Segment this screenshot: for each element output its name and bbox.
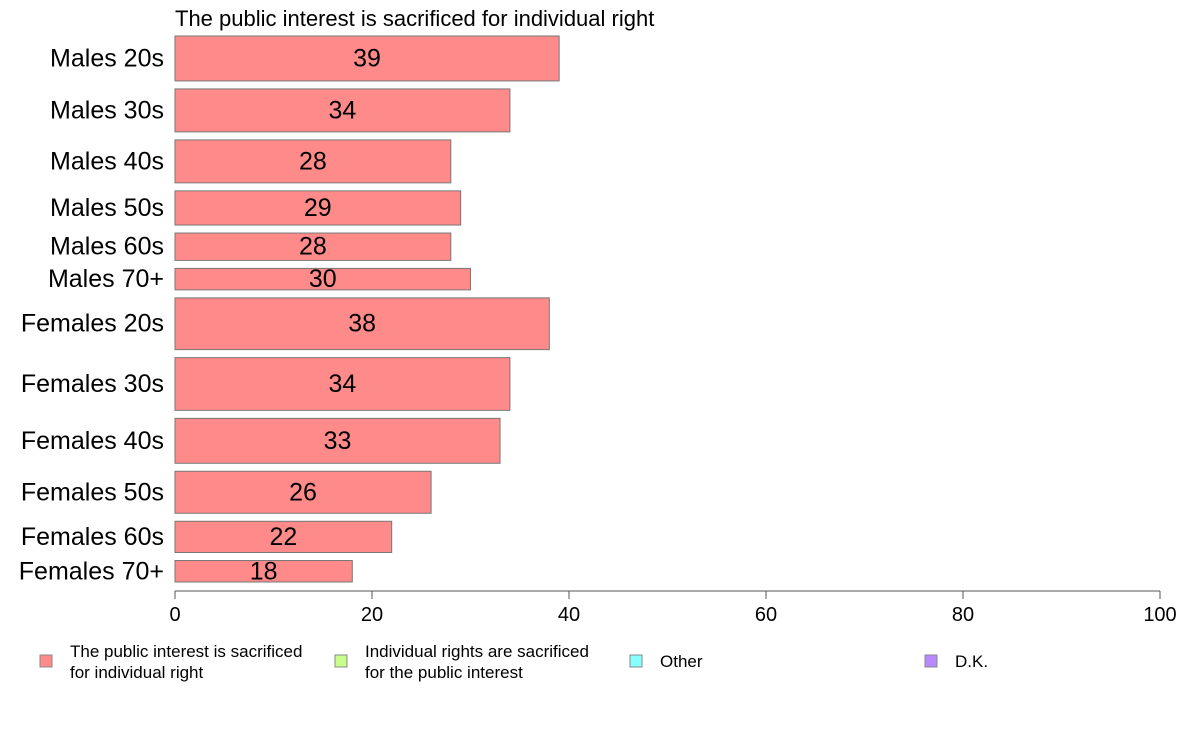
bar-value-label: 34 bbox=[329, 96, 357, 124]
category-label: Females 50s bbox=[21, 478, 164, 506]
bar bbox=[174, 139, 452, 184]
legend-label: The public interest is sacrificed for ind… bbox=[70, 642, 302, 682]
legend: The public interest is sacrificed for ind… bbox=[39, 642, 988, 682]
legend-swatch bbox=[629, 654, 643, 668]
bar bbox=[174, 267, 471, 291]
chart-title: The public interest is sacrificed for in… bbox=[175, 6, 654, 31]
bar bbox=[174, 88, 511, 133]
category-label: Females 70+ bbox=[19, 557, 164, 585]
category-label: Males 40s bbox=[50, 147, 164, 175]
bar-value-label: 34 bbox=[329, 370, 357, 398]
x-tick-label: 80 bbox=[952, 604, 974, 626]
x-axis: 0 20 40 60 80 100 bbox=[169, 590, 1177, 626]
bar bbox=[174, 357, 511, 411]
x-tick-label: 100 bbox=[1143, 604, 1176, 626]
x-tick-label: 0 bbox=[169, 604, 180, 626]
bar-value-label: 18 bbox=[250, 557, 278, 585]
bar bbox=[174, 470, 432, 514]
x-tick-label: 40 bbox=[558, 604, 580, 626]
bar-value-label: 26 bbox=[289, 478, 317, 506]
legend-label: D.K. bbox=[955, 652, 988, 671]
legend-swatch bbox=[334, 654, 348, 668]
bar bbox=[174, 560, 353, 583]
category-label: Males 50s bbox=[50, 194, 164, 222]
legend-label: Individual rights are sacrificed for the … bbox=[365, 642, 589, 682]
bar bbox=[174, 520, 393, 554]
x-tick-label: 20 bbox=[361, 604, 383, 626]
bar-value-label: 30 bbox=[309, 265, 337, 293]
legend-swatch bbox=[924, 654, 938, 668]
bar-value-label: 33 bbox=[324, 427, 352, 455]
bar bbox=[174, 232, 452, 261]
x-tick-label: 60 bbox=[755, 604, 777, 626]
bars: 39 Males 20s 34 Males 30s 28 Males 40s 29 Males… bbox=[19, 35, 560, 585]
legend-label: Other bbox=[660, 652, 703, 671]
bar-value-label: 38 bbox=[348, 310, 376, 338]
category-label: Females 20s bbox=[21, 310, 164, 338]
bar-value-label: 29 bbox=[304, 194, 332, 222]
legend-swatch bbox=[39, 654, 53, 668]
category-label: Females 40s bbox=[21, 427, 164, 455]
category-label: Males 20s bbox=[50, 44, 164, 72]
bar-value-label: 28 bbox=[299, 147, 327, 175]
bar-value-label: 39 bbox=[353, 44, 381, 72]
bar bbox=[174, 190, 462, 226]
category-label: Females 60s bbox=[21, 523, 164, 551]
bar bbox=[174, 297, 550, 351]
bar bbox=[174, 417, 501, 464]
bar-value-label: 28 bbox=[299, 233, 327, 261]
category-label: Males 60s bbox=[50, 233, 164, 261]
category-label: Females 30s bbox=[21, 370, 164, 398]
bar bbox=[174, 35, 560, 82]
category-label: Males 70+ bbox=[48, 265, 164, 293]
bar-value-label: 22 bbox=[269, 523, 297, 551]
category-label: Males 30s bbox=[50, 96, 164, 124]
